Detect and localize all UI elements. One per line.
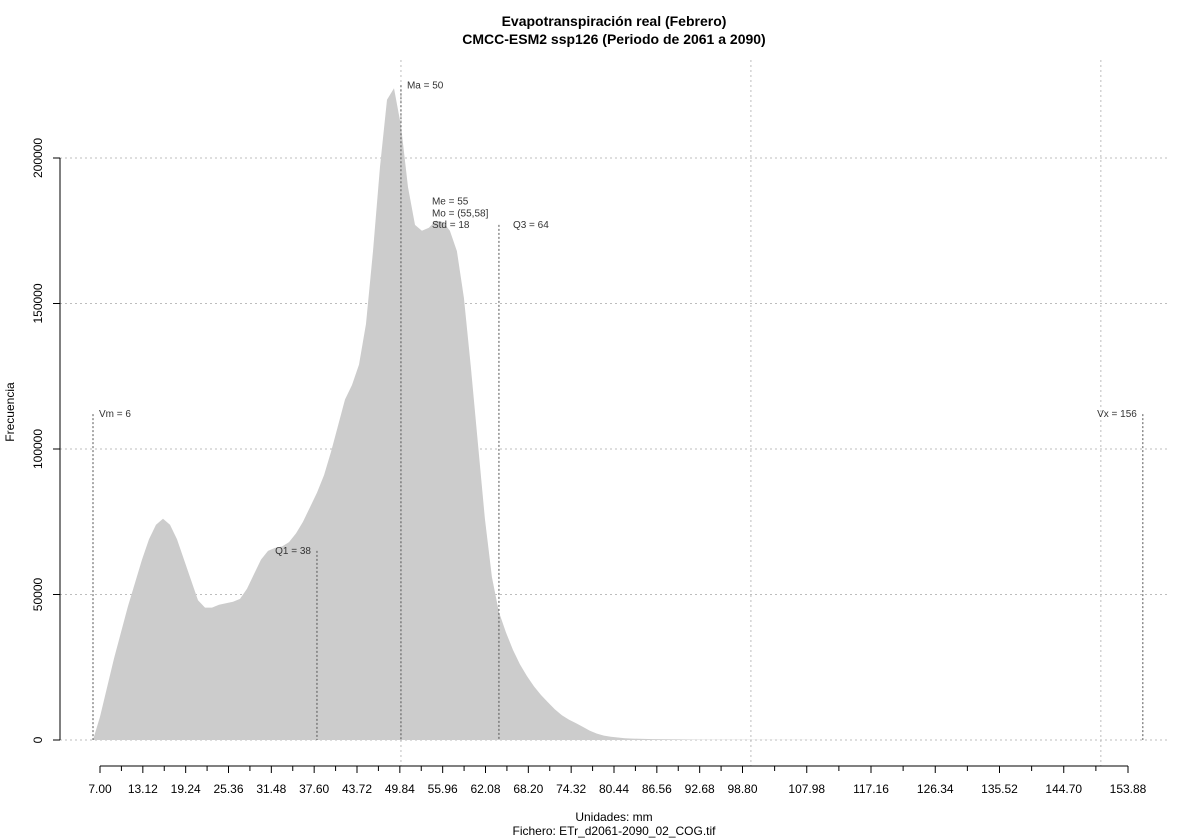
y-tick-label: 100000 [31, 429, 45, 469]
x-tick-label: 98.80 [727, 782, 757, 796]
x-tick-label: 55.96 [428, 782, 458, 796]
x-tick-label: 126.34 [917, 782, 954, 796]
chart-subtitle: CMCC-ESM2 ssp126 (Periodo de 2061 a 2090… [462, 31, 765, 47]
x-tick-label: 107.98 [788, 782, 825, 796]
chart-title: Evapotranspiración real (Febrero) [502, 13, 727, 29]
x-axis-label: Unidades: mm [575, 810, 652, 824]
x-tick-label: 49.84 [385, 782, 415, 796]
x-tick-label: 7.00 [88, 782, 112, 796]
annotation-label: Vm = 6 [99, 409, 131, 420]
x-tick-label: 68.20 [513, 782, 543, 796]
x-tick-label: 74.32 [556, 782, 586, 796]
annotation-label: Ma = 50 [407, 80, 444, 91]
x-tick-label: 43.72 [342, 782, 372, 796]
x-tick-label: 37.60 [299, 782, 329, 796]
y-axis-label: Frecuencia [3, 382, 17, 442]
x-tick-label: 80.44 [599, 782, 629, 796]
x-tick-label: 86.56 [642, 782, 672, 796]
x-tick-label: 135.52 [981, 782, 1018, 796]
annotation-label: Mo = (55,58] [432, 208, 489, 219]
y-tick-label: 200000 [31, 138, 45, 178]
x-tick-label: 25.36 [213, 782, 243, 796]
y-tick-label: 0 [31, 736, 45, 743]
x-tick-label: 19.24 [171, 782, 201, 796]
x-tick-label: 62.08 [470, 782, 500, 796]
x-tick-label: 13.12 [128, 782, 158, 796]
x-tick-label: 144.70 [1045, 782, 1082, 796]
x-tick-label: 31.48 [256, 782, 286, 796]
annotation-label: Q1 = 38 [275, 546, 311, 557]
y-tick-label: 50000 [31, 577, 45, 611]
density-area [93, 88, 1143, 740]
annotation-label: Std = 18 [432, 220, 470, 231]
x-tick-label: 117.16 [853, 782, 889, 796]
x-axis: 7.00 13.12 19.24 25.36 31.48 37.60 43.72 49.84 5… [88, 766, 1147, 796]
annotation-label: Q3 = 64 [513, 220, 549, 231]
y-tick-label: 150000 [31, 283, 45, 323]
x-tick-label: 153.88 [1110, 782, 1147, 796]
y-axis: 0 50000 100000 150000 200000 [31, 138, 60, 743]
x-tick-label: 92.68 [685, 782, 715, 796]
annotation-label: Me = 55 [432, 197, 469, 208]
annotation-label: Vx = 156 [1097, 409, 1137, 420]
file-footer: Fichero: ETr_d2061-2090_02_COG.tif [513, 824, 717, 838]
